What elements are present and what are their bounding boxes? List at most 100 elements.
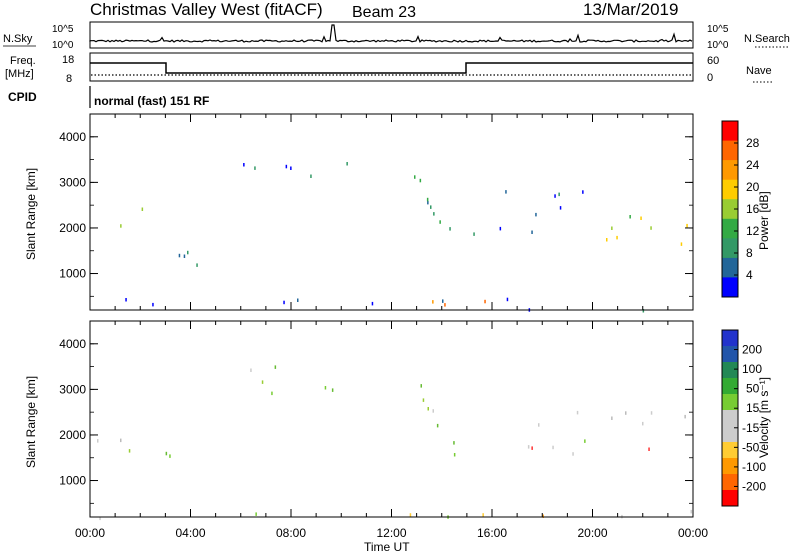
range-cell <box>427 200 429 205</box>
colorbar-swatch <box>722 474 738 491</box>
range-cell <box>420 384 422 388</box>
range-cell <box>444 303 446 307</box>
range-cell <box>436 423 439 428</box>
velocity-frame <box>89 320 694 518</box>
range-cell <box>432 409 434 413</box>
plot-title: Christmas Valley West (fitACF) <box>90 0 323 19</box>
range-cell <box>611 226 613 230</box>
velocity-ylabel: Slant Range [km] <box>24 376 38 468</box>
range-cell <box>290 166 292 170</box>
nsky-frame <box>89 21 694 49</box>
range-cell <box>371 301 374 306</box>
range-cell <box>449 227 451 231</box>
range-cell <box>531 446 533 450</box>
range-cell <box>558 192 560 197</box>
colorbar-swatch <box>722 160 738 181</box>
freq-frame <box>89 52 694 82</box>
colorbar-swatch <box>722 378 738 395</box>
colorbar-swatch <box>722 442 738 459</box>
range-cell <box>554 194 556 198</box>
colorbar-tick-label: 24 <box>746 158 760 172</box>
colorbar-swatch <box>722 490 738 507</box>
range-cell <box>414 175 416 179</box>
colorbar-tick-label: -100 <box>742 460 766 474</box>
range-cell <box>261 380 264 384</box>
range-cell <box>648 447 650 451</box>
range-cell <box>99 516 101 521</box>
range-cell <box>419 178 422 183</box>
range-cell <box>684 414 686 419</box>
freq-line <box>90 62 693 74</box>
nsearch-tick-high: 10^5 <box>707 24 729 35</box>
power-scatter-layer <box>120 162 688 313</box>
range-cell <box>120 224 122 228</box>
velocity-colorbar-title: Velocity [m s⁻¹] <box>757 377 771 458</box>
nave-tick-high: 60 <box>707 55 719 67</box>
range-cell <box>409 513 412 517</box>
colorbar-swatch <box>722 394 738 411</box>
colorbar-swatch <box>722 346 738 363</box>
cpid-label: CPID <box>8 90 37 104</box>
range-cell <box>250 368 252 372</box>
x-tick-label: 00:00 <box>75 526 105 540</box>
freq-label: Freq. <box>10 55 36 67</box>
range-cell <box>482 513 484 517</box>
colorbar-tick-label: 16 <box>746 202 760 216</box>
range-cell <box>120 438 122 443</box>
colorbar-swatch <box>722 458 738 475</box>
colorbar-swatch <box>722 362 738 379</box>
y-tick-label: 4000 <box>59 337 86 351</box>
range-cell <box>331 388 334 392</box>
range-cell <box>642 309 645 313</box>
range-cell <box>473 232 475 236</box>
date-label: 13/Mar/2019 <box>583 0 678 19</box>
y-tick-label: 1000 <box>59 267 86 281</box>
colorbar-tick-label: 12 <box>746 224 760 238</box>
range-cell <box>187 250 189 255</box>
freq-tick-low: 8 <box>66 73 72 85</box>
range-cell <box>274 365 277 369</box>
colorbar-tick-label: 200 <box>742 343 762 357</box>
colorbar-swatch <box>722 426 738 443</box>
nsky-tick-low: 10^0 <box>52 40 74 51</box>
colorbar-tick-label: 50 <box>746 382 760 396</box>
colorbar-swatch <box>722 330 738 347</box>
range-cell <box>433 212 435 216</box>
range-cell <box>439 220 441 224</box>
cpid-text: normal (fast) 151 RF <box>94 94 209 108</box>
freq-panel: Freq. [MHz] 18 8 60 0 Nave <box>5 52 772 85</box>
colorbar-swatch <box>722 179 738 200</box>
range-cell <box>531 230 533 234</box>
range-cell <box>427 407 429 411</box>
range-cell <box>582 190 584 194</box>
colorbar-tick-label: 100 <box>742 362 762 376</box>
x-tick-label: 08:00 <box>276 526 306 540</box>
range-cell <box>629 215 631 219</box>
x-tick-label: 04:00 <box>175 526 205 540</box>
range-cell <box>505 190 507 194</box>
range-cell <box>542 514 544 518</box>
x-tick-label: 00:00 <box>678 526 708 540</box>
power-colorbar-title: Power [dB] <box>757 191 771 250</box>
range-cell <box>97 439 99 443</box>
range-cell <box>141 207 144 211</box>
x-tick-label: 16:00 <box>477 526 507 540</box>
range-cell <box>432 300 434 304</box>
colorbar-tick-label: -50 <box>742 440 760 454</box>
range-cell <box>125 298 127 302</box>
range-cell <box>243 163 245 167</box>
colorbar-tick-label: 15 <box>746 401 760 415</box>
range-cell <box>576 410 579 415</box>
range-cell <box>283 300 285 305</box>
range-cell <box>584 439 586 443</box>
nsky-label: N.Sky <box>3 33 33 45</box>
y-tick-label: 3000 <box>59 382 86 396</box>
power-panel: 1000 2000 3000 4000 Slant Range [km] <box>24 113 694 313</box>
colorbar-swatch <box>722 140 738 161</box>
range-cell <box>686 223 688 228</box>
colorbar-tick-label: 20 <box>746 180 760 194</box>
y-tick-label: 4000 <box>59 130 86 144</box>
beam-label: Beam 23 <box>352 4 416 21</box>
x-tick-label: 20:00 <box>577 526 607 540</box>
